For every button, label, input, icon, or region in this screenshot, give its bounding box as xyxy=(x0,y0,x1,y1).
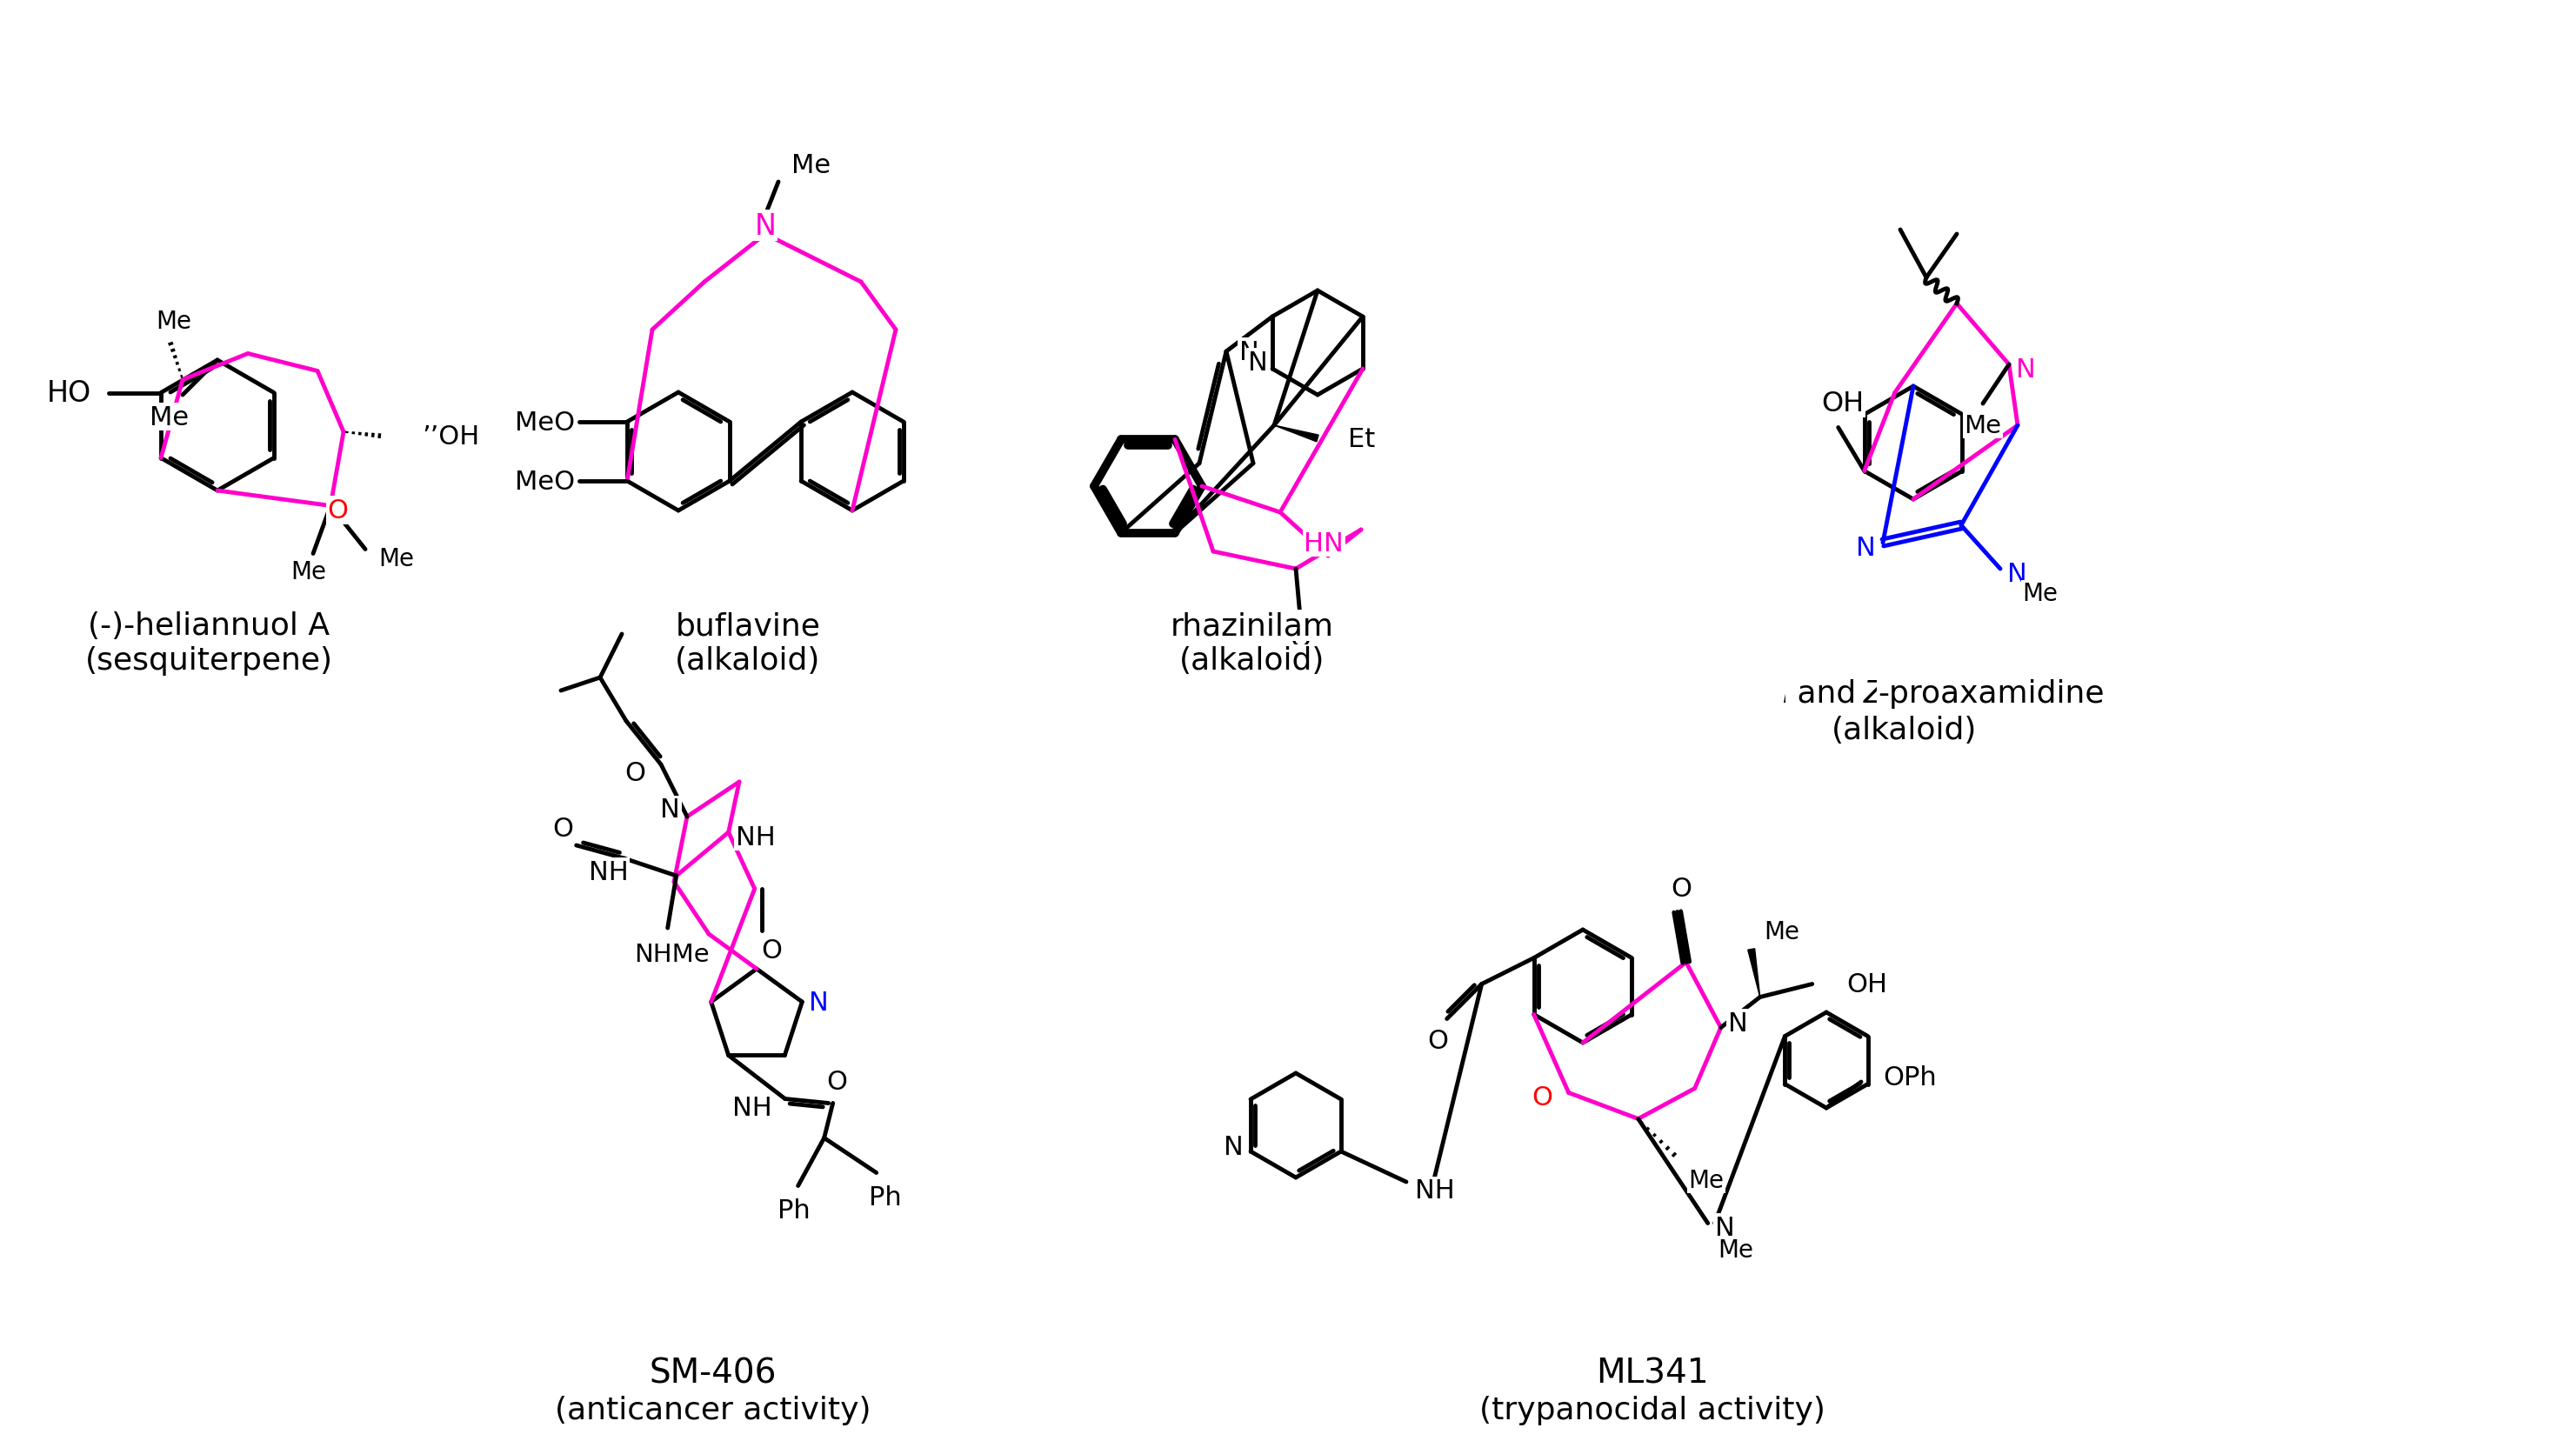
Text: (alkaloid): (alkaloid) xyxy=(675,646,822,676)
Text: (trypanocidal activity): (trypanocidal activity) xyxy=(1479,1395,1826,1425)
Text: MeO: MeO xyxy=(515,409,574,435)
Text: MeO: MeO xyxy=(515,468,574,494)
Text: N: N xyxy=(1857,535,1875,561)
Text: Me: Me xyxy=(2022,581,2058,605)
Text: and: and xyxy=(1788,679,1865,709)
Text: (alkaloid): (alkaloid) xyxy=(1180,646,1324,676)
Text: O: O xyxy=(1427,1029,1448,1053)
Text: N: N xyxy=(1249,350,1267,375)
Text: OPh: OPh xyxy=(1883,1065,1937,1091)
Text: (-)-heliannuol A: (-)-heliannuol A xyxy=(88,611,330,641)
Text: E: E xyxy=(1783,679,1801,709)
Text: O: O xyxy=(327,499,348,523)
Text: ML341: ML341 xyxy=(1597,1356,1708,1389)
Text: (sesquiterpene): (sesquiterpene) xyxy=(85,646,332,676)
Text: Me: Me xyxy=(291,559,327,584)
Text: NH: NH xyxy=(1414,1179,1455,1203)
Text: ’’OH: ’’OH xyxy=(422,424,479,450)
Text: -proaxamidine: -proaxamidine xyxy=(1878,679,2105,709)
Polygon shape xyxy=(1275,427,1319,442)
Text: N: N xyxy=(809,990,829,1014)
Text: NH: NH xyxy=(737,824,775,850)
Polygon shape xyxy=(1749,948,1759,997)
Text: N: N xyxy=(1239,340,1260,365)
Text: Me: Me xyxy=(1718,1238,1754,1261)
Text: O: O xyxy=(554,816,574,842)
Text: Me: Me xyxy=(1690,1167,1723,1192)
Text: N: N xyxy=(659,797,680,823)
Text: O: O xyxy=(1533,1085,1553,1110)
Text: Ph: Ph xyxy=(778,1197,809,1223)
Text: Me: Me xyxy=(379,546,415,571)
Text: NH: NH xyxy=(590,859,629,885)
Text: Z: Z xyxy=(1862,679,1886,709)
Text: OH: OH xyxy=(1847,971,1888,997)
Text: HN: HN xyxy=(1303,530,1345,556)
Text: Me: Me xyxy=(149,405,188,429)
Text: O: O xyxy=(623,761,647,787)
Text: Me: Me xyxy=(1963,414,2002,438)
Text: buflavine: buflavine xyxy=(675,611,822,641)
Text: NHMe: NHMe xyxy=(634,942,708,967)
Text: N: N xyxy=(2007,561,2027,586)
Text: (alkaloid): (alkaloid) xyxy=(1832,715,1978,745)
Text: OH: OH xyxy=(1821,391,1865,418)
Text: N: N xyxy=(1224,1134,1244,1160)
Text: N: N xyxy=(2017,357,2035,382)
Text: O: O xyxy=(1291,627,1311,651)
Text: Me: Me xyxy=(1765,919,1801,944)
Text: SM-406: SM-406 xyxy=(649,1356,778,1389)
Text: rhazinilam: rhazinilam xyxy=(1170,611,1334,641)
Text: Ph: Ph xyxy=(868,1185,902,1210)
Text: NH: NH xyxy=(732,1095,773,1120)
Text: N: N xyxy=(1728,1010,1747,1036)
Text: HO: HO xyxy=(46,379,90,408)
Text: O: O xyxy=(1672,876,1692,901)
Text: Et: Et xyxy=(1347,427,1376,451)
Text: Me: Me xyxy=(791,153,829,177)
Text: O: O xyxy=(762,937,783,963)
Text: O: O xyxy=(827,1069,848,1094)
Text: N: N xyxy=(1716,1215,1734,1241)
Text: Me: Me xyxy=(157,308,191,333)
Text: N: N xyxy=(755,212,775,241)
Text: (anticancer activity): (anticancer activity) xyxy=(554,1395,871,1425)
